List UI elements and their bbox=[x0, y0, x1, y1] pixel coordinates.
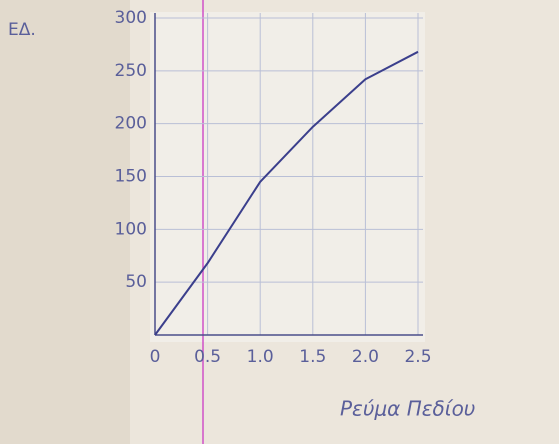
y-tick-label: 150 bbox=[115, 167, 147, 187]
y-tick-label: 300 bbox=[115, 8, 147, 28]
x-tick-label: 1.0 bbox=[247, 347, 274, 367]
y-tick-label: 100 bbox=[115, 219, 147, 239]
x-axis-label: Ρεύμα Πεδίου bbox=[340, 397, 475, 421]
chart: ΕΔ. Ρεύμα Πεδίου 50 100 150 200 250 300 0 0.5 1.… bbox=[0, 0, 559, 444]
paper-edge bbox=[0, 0, 130, 444]
x-tick-label: 0 bbox=[150, 347, 161, 367]
x-tick-label: 1.5 bbox=[299, 347, 326, 367]
y-tick-label: 50 bbox=[125, 272, 147, 292]
page: {"chart_data": {"type": "line", "ylabel"… bbox=[0, 0, 559, 444]
y-tick-label: 250 bbox=[115, 61, 147, 81]
x-tick-label: 2.5 bbox=[404, 347, 431, 367]
y-axis-label: ΕΔ. bbox=[8, 20, 36, 40]
x-tick-label: 2.0 bbox=[352, 347, 379, 367]
x-tick-label: 0.5 bbox=[194, 347, 221, 367]
y-tick-label: 200 bbox=[115, 114, 147, 134]
